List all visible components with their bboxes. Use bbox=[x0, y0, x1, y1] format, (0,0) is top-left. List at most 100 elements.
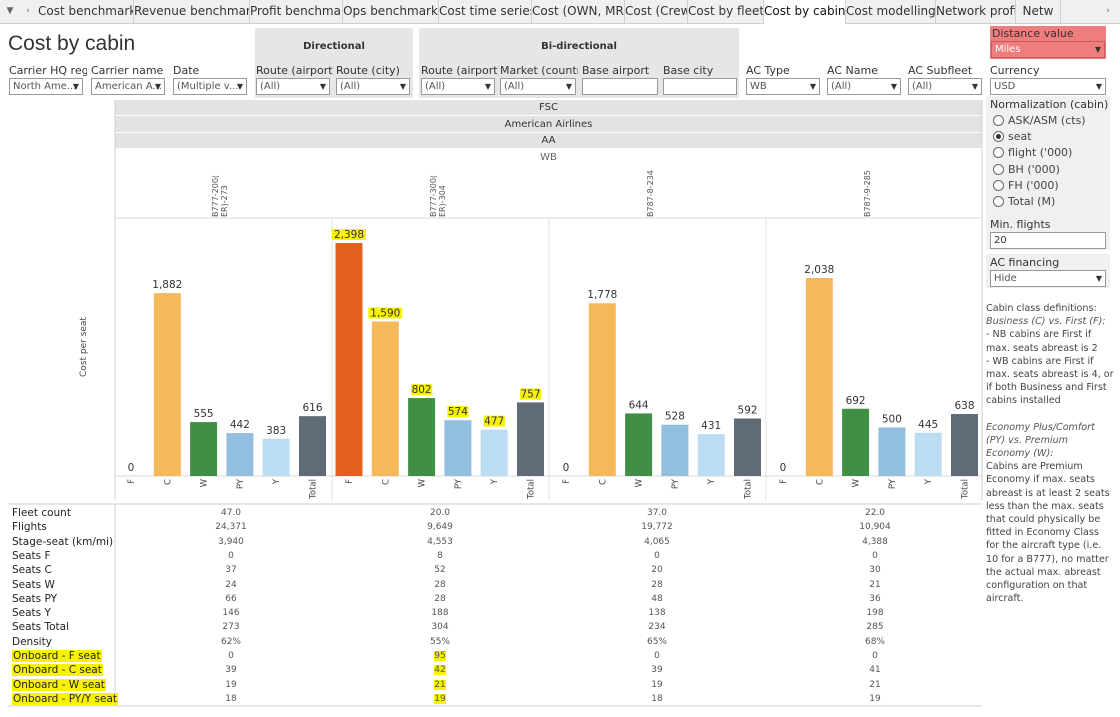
tab-cost-benchmark[interactable]: Cost benchmark bbox=[38, 0, 134, 23]
bar-total[interactable] bbox=[299, 416, 326, 476]
carrier-name-select[interactable]: American A... ▼ bbox=[91, 78, 165, 95]
cabin-tick-label: C bbox=[381, 479, 391, 485]
bar-value-label: 574 bbox=[448, 406, 468, 418]
bar-value-label: 592 bbox=[737, 404, 757, 416]
bar-c[interactable] bbox=[588, 303, 616, 476]
bar-py[interactable] bbox=[444, 420, 472, 476]
distance-value-box: Distance value Miles ▼ bbox=[990, 26, 1106, 59]
carrier-band: American Airlines bbox=[115, 116, 982, 133]
normalization-option[interactable]: BH ('000) bbox=[993, 163, 1060, 176]
cabin-tick-label: Total bbox=[309, 479, 319, 500]
bar-c[interactable] bbox=[153, 293, 181, 476]
cell-value: 0 bbox=[872, 651, 878, 661]
bar-y[interactable] bbox=[480, 429, 508, 476]
normalization-panel bbox=[986, 96, 1110, 216]
cabin-tick-label: C bbox=[163, 479, 173, 485]
bar-py[interactable] bbox=[878, 427, 906, 476]
chevron-down-icon: ▼ bbox=[565, 82, 572, 91]
tab-cost-time-series[interactable]: Cost time series bbox=[439, 0, 532, 23]
tab-cost-modelling[interactable]: Cost modelling bbox=[846, 0, 936, 23]
market-country-value: (All) bbox=[504, 81, 525, 92]
normalization-option[interactable]: ASK/ASM (cts) bbox=[993, 114, 1086, 127]
carrier-name-label: Carrier name bbox=[91, 64, 164, 77]
bar-value-label: 442 bbox=[230, 419, 250, 431]
tab-scroll-right-icon[interactable]: › bbox=[1100, 0, 1116, 23]
normalization-option[interactable]: flight ('000) bbox=[993, 146, 1072, 159]
bar-py[interactable] bbox=[226, 433, 254, 476]
cell-value: 19 bbox=[651, 679, 663, 690]
base-airport-input[interactable] bbox=[582, 78, 658, 95]
dir-route-city-select[interactable]: (All) ▼ bbox=[336, 78, 410, 95]
tab-revenue-benchmark[interactable]: Revenue benchmark bbox=[134, 0, 250, 23]
bar-w[interactable] bbox=[625, 413, 653, 476]
bar-total[interactable] bbox=[951, 414, 978, 476]
table-cell: 0 bbox=[617, 551, 697, 561]
bar-total[interactable] bbox=[517, 402, 544, 476]
tab-scroll-left-icon[interactable]: ‹ bbox=[26, 6, 30, 16]
tab-network-profit[interactable]: Network profit bbox=[936, 0, 1016, 23]
normalization-option[interactable]: FH ('000) bbox=[993, 179, 1059, 192]
table-cell: 0 bbox=[191, 551, 271, 561]
ac-financing-select[interactable]: Hide ▼ bbox=[990, 270, 1106, 287]
bar-value-label: 555 bbox=[194, 408, 214, 420]
tab-cost-crew[interactable]: Cost (Crew) bbox=[625, 0, 688, 23]
ac-type-select[interactable]: WB ▼ bbox=[746, 78, 820, 95]
chevron-down-icon: ▼ bbox=[236, 82, 243, 91]
bi-route-airport-select[interactable]: (All) ▼ bbox=[421, 78, 495, 95]
ac-name-select[interactable]: (All) ▼ bbox=[827, 78, 901, 95]
min-flights-input[interactable]: 20 bbox=[990, 232, 1106, 249]
bar-w[interactable] bbox=[408, 398, 436, 476]
cell-value: 19 bbox=[225, 679, 237, 690]
aircraft-column-label: ER)-273 bbox=[220, 185, 229, 217]
market-country-select[interactable]: (All) ▼ bbox=[500, 78, 576, 95]
bar-y[interactable] bbox=[697, 434, 725, 476]
bar-w[interactable] bbox=[190, 422, 218, 476]
bar-total[interactable] bbox=[734, 418, 761, 476]
radio-button-icon bbox=[993, 147, 1004, 159]
cell-value: 19 bbox=[434, 693, 446, 704]
table-cell: 19 bbox=[617, 680, 697, 690]
ac-subfleet-select[interactable]: (All) ▼ bbox=[908, 78, 982, 95]
normalization-option[interactable]: Total (M) bbox=[993, 195, 1055, 208]
cabin-tick-label: Y bbox=[272, 478, 282, 485]
normalization-option[interactable]: seat bbox=[993, 130, 1032, 143]
cell-value: 20 bbox=[651, 565, 663, 576]
cell-value: 65% bbox=[646, 636, 667, 647]
bar-c[interactable] bbox=[805, 277, 833, 476]
bar-c[interactable] bbox=[371, 321, 399, 476]
value-highlight bbox=[332, 229, 366, 240]
table-cell: 4,065 bbox=[617, 537, 697, 547]
tab-ops-benchmark[interactable]: Ops benchmark bbox=[343, 0, 439, 23]
tab-cost-by-fleet[interactable]: Cost by fleet bbox=[688, 0, 764, 23]
base-city-input[interactable] bbox=[663, 78, 737, 95]
bar-py[interactable] bbox=[661, 424, 689, 476]
cell-value: 21 bbox=[869, 579, 881, 590]
tab-cost-own-mro[interactable]: Cost (OWN, MRO) bbox=[532, 0, 625, 23]
date-select[interactable]: (Multiple v... ▼ bbox=[173, 78, 247, 95]
bar-y[interactable] bbox=[262, 438, 290, 476]
radio-button-icon bbox=[993, 131, 1004, 143]
tab-netw[interactable]: Netw bbox=[1016, 0, 1061, 23]
tab-cost-by-cabin[interactable]: Cost by cabin bbox=[764, 0, 846, 24]
carrier-hq-region-label: Carrier HQ reg... bbox=[9, 64, 87, 77]
tab-list-dropdown-icon[interactable]: ▼ bbox=[6, 6, 14, 16]
bar-w[interactable] bbox=[842, 408, 870, 476]
distance-value-select[interactable]: Miles ▼ bbox=[991, 41, 1105, 58]
currency-select[interactable]: USD ▼ bbox=[990, 78, 1106, 95]
base-airport-label: Base airport bbox=[582, 64, 650, 77]
table-cell: 188 bbox=[400, 608, 480, 618]
carrier-hq-region-select[interactable]: North Ame... ▼ bbox=[9, 78, 83, 95]
chevron-down-icon: ▼ bbox=[484, 82, 491, 91]
table-cell: 42 bbox=[400, 665, 480, 676]
cell-value: 37 bbox=[225, 565, 237, 576]
bar-y[interactable] bbox=[914, 432, 942, 476]
table-cell: 18 bbox=[617, 694, 697, 704]
bar-f[interactable] bbox=[335, 243, 363, 476]
table-cell: 4,553 bbox=[400, 537, 480, 547]
bar-value-label: 477 bbox=[484, 416, 504, 428]
tab-profit-benchmark[interactable]: Profit benchmark bbox=[250, 0, 343, 23]
dir-route-airport-select[interactable]: (All) ▼ bbox=[256, 78, 330, 95]
business-vs-first-rule-2: - WB cabins are First if max. seats abre… bbox=[986, 355, 1114, 407]
bidirectional-title: Bi-directional bbox=[541, 41, 617, 52]
cell-value: 188 bbox=[431, 608, 449, 619]
